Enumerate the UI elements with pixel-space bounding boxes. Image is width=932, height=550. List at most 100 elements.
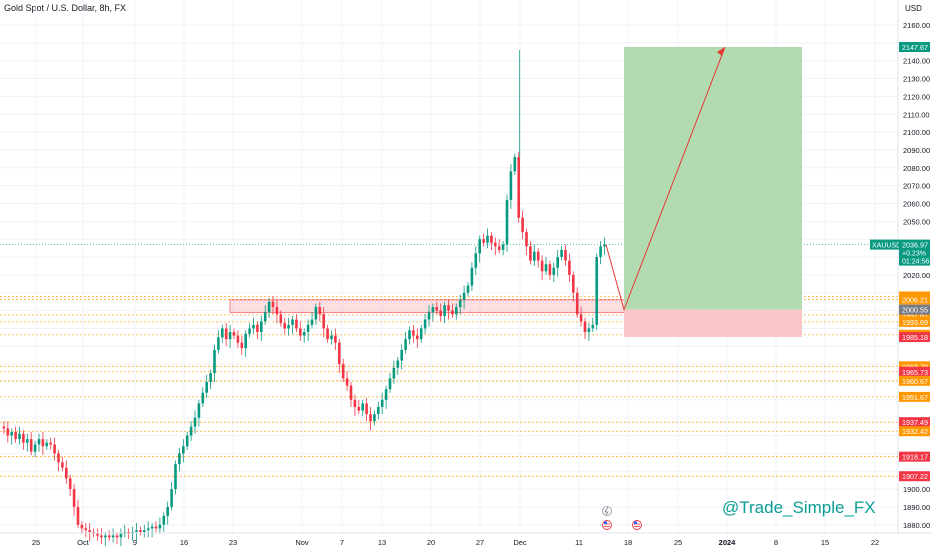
candle (100, 528, 103, 545)
candle-body (76, 506, 80, 525)
candle-body (400, 349, 403, 361)
candle (139, 526, 142, 536)
time-tick-label: Nov (295, 538, 309, 547)
time-tick-label: 25 (32, 538, 40, 547)
candle (295, 314, 298, 333)
candle-body (486, 235, 489, 243)
candle (540, 255, 544, 281)
candle (318, 301, 322, 322)
price-label-text: 2147.67 (902, 43, 928, 52)
candle (283, 317, 286, 334)
candle (189, 421, 193, 441)
candle (166, 501, 169, 525)
price-tick-label: 2100.00 (903, 128, 930, 137)
candle-body (392, 367, 396, 379)
candle (330, 330, 333, 345)
candle (111, 528, 115, 543)
candle-body (306, 324, 310, 333)
candle (205, 374, 208, 399)
candle-body (197, 403, 201, 418)
candle-body (361, 403, 364, 411)
candle (533, 244, 536, 266)
candle (536, 248, 540, 268)
candle-body (583, 321, 587, 333)
level-price-label: 1965.73 (899, 366, 930, 377)
price-tick-label: 2020.00 (903, 271, 930, 280)
candle-body (201, 392, 205, 404)
candle (193, 410, 197, 434)
stop-zone (624, 309, 802, 338)
candle (302, 328, 306, 343)
candle-body (224, 328, 228, 340)
candle (521, 210, 524, 240)
candle-body (552, 267, 556, 275)
candle (201, 387, 205, 407)
candle (158, 517, 162, 534)
event-lightning-icon[interactable] (602, 506, 612, 516)
candle (353, 394, 357, 416)
candle (482, 233, 485, 247)
candle (174, 460, 177, 495)
candle (22, 430, 25, 450)
candle-body (560, 249, 563, 258)
candle (275, 299, 279, 324)
candle-body (115, 535, 119, 538)
candle (236, 330, 240, 349)
price-tick-label: 2160.00 (903, 21, 930, 30)
candle-body (291, 319, 294, 325)
candle-body (185, 435, 189, 447)
candle (279, 310, 283, 327)
candle (299, 321, 302, 341)
candle-body (349, 385, 353, 400)
candle (104, 531, 107, 547)
candle-body (455, 307, 458, 315)
candle (603, 237, 606, 256)
price-label-text: 2000.55 (902, 306, 928, 315)
candle (345, 371, 349, 391)
candle-body (380, 399, 384, 407)
price-label-box (899, 417, 930, 428)
candles (2, 49, 606, 547)
time-tick-label: 27 (476, 538, 484, 547)
candle (256, 321, 259, 340)
price-change: +0.23% (902, 251, 926, 258)
position-price-label: 1985.18 (899, 332, 930, 343)
candle (6, 421, 10, 443)
candle-body (533, 251, 536, 261)
candle (423, 314, 427, 334)
candle (525, 228, 528, 256)
candle-body (521, 217, 524, 233)
candle (291, 315, 294, 334)
candle (88, 523, 91, 541)
candle-body (474, 253, 478, 268)
candle-body (150, 526, 154, 529)
candle-body (575, 292, 579, 315)
price-label-box (899, 375, 930, 386)
time-tick-label: 16 (180, 538, 188, 547)
time-tick-label: 20 (427, 538, 435, 547)
candle-body (283, 323, 286, 329)
time-tick-label: 13 (378, 538, 386, 547)
price-label-box (899, 361, 930, 372)
candle (560, 246, 563, 261)
event-markers (602, 506, 642, 530)
candle (377, 401, 380, 420)
time-tick-label: 2024 (719, 538, 737, 547)
candle (369, 406, 372, 431)
candle (595, 253, 598, 331)
candle-body (271, 301, 275, 308)
candle-body (443, 305, 446, 316)
price-tick-label: 2130.00 (903, 75, 930, 84)
candle (583, 317, 587, 340)
price-tick-label: 1890.00 (903, 503, 930, 512)
candle (18, 426, 21, 445)
candle-body (529, 246, 532, 261)
time-tick-label: 23 (229, 538, 237, 547)
candle (61, 456, 64, 472)
candle (72, 483, 76, 516)
candle (373, 410, 376, 425)
candle-body (182, 446, 185, 454)
candle (552, 262, 556, 283)
